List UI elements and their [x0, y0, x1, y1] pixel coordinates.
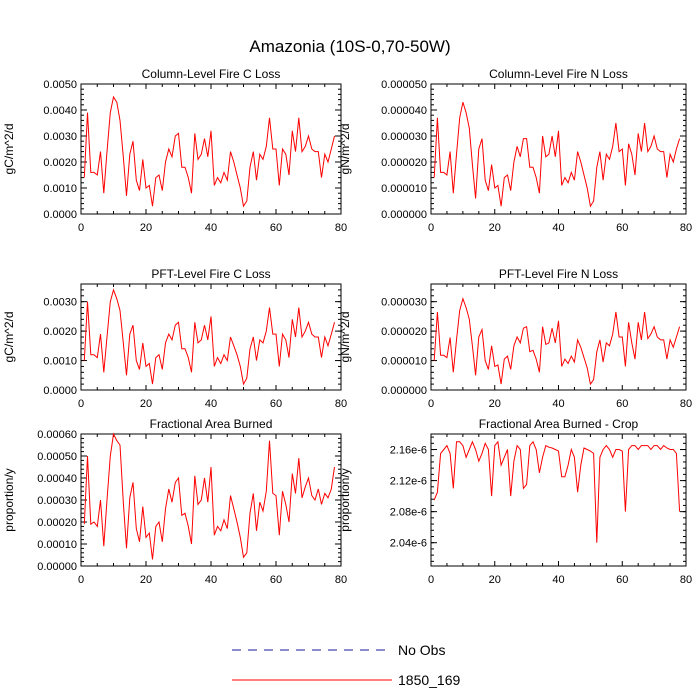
chart-panel-6: Fractional Area Burned - Crop proportion/…	[338, 417, 692, 586]
x-tick-label: 60	[270, 574, 282, 586]
x-tick-label: 60	[616, 574, 628, 586]
x-tick-label: 20	[140, 398, 152, 410]
y-tick-label: 0.00040	[37, 473, 77, 485]
y-tick-label: 0.0050	[43, 79, 77, 91]
x-tick-label: 60	[270, 222, 282, 234]
legend-label-no-obs: No Obs	[398, 642, 445, 658]
x-tick-label: 80	[335, 222, 347, 234]
y-tick-label: 2.12e-6	[390, 476, 427, 488]
x-tick-label: 20	[489, 222, 501, 234]
y-tick-label: 0.00010	[37, 539, 77, 551]
x-tick-label: 20	[489, 574, 501, 586]
x-tick-label: 40	[205, 222, 217, 234]
series-line	[83, 432, 335, 560]
x-tick-label: 80	[680, 222, 692, 234]
y-axis-label: gN/m^2/d	[338, 124, 352, 175]
panel-title: Fractional Area Burned - Crop	[479, 417, 639, 431]
chart-panel-5: Fractional Area Burned proportion/y 0 20 40 6…	[2, 417, 347, 586]
y-tick-label: 0.00030	[37, 495, 77, 507]
y-tick-label: 0.00060	[37, 429, 77, 441]
y-tick-label: 0.000020	[381, 157, 427, 169]
x-tick-label: 40	[205, 574, 217, 586]
y-axis-label: gC/m^2/d	[2, 312, 16, 363]
y-tick-label: 0.00020	[37, 517, 77, 529]
chart-panel-1: Column-Level Fire C Loss gC/m^2/d 0 20 40 60 8…	[2, 67, 347, 234]
panel-title: Column-Level Fire N Loss	[489, 67, 628, 81]
y-tick-label: 0.0030	[43, 131, 77, 143]
panel-title: Fractional Area Burned	[150, 417, 273, 431]
figure-title: Amazonia (10S-0,70-50W)	[249, 37, 450, 56]
x-tick-label: 80	[680, 574, 692, 586]
x-tick-label: 0	[78, 574, 84, 586]
y-tick-label: 0.00000	[37, 561, 77, 573]
legend: No Obs 1850_169	[232, 642, 461, 688]
y-axis-label: gC/m^2/d	[2, 124, 16, 175]
panel-title: PFT-Level Fire N Loss	[499, 267, 618, 281]
x-tick-label: 80	[335, 574, 347, 586]
series-line	[433, 440, 681, 543]
y-tick-label: 0.000040	[381, 105, 427, 117]
y-tick-label: 0.0000	[43, 209, 77, 221]
y-tick-label: 0.000030	[381, 131, 427, 143]
series-line	[83, 288, 335, 386]
series-line	[83, 95, 335, 208]
y-tick-label: 0.000030	[381, 297, 427, 309]
y-tick-label: 0.000000	[381, 385, 427, 397]
chart-panel-2: Column-Level Fire N Loss gN/m^2/d 0 20 40 60 8…	[338, 67, 692, 234]
y-tick-label: 0.0000	[43, 385, 77, 397]
y-tick-label: 2.04e-6	[390, 538, 427, 550]
panel-title: PFT-Level Fire C Loss	[151, 267, 270, 281]
x-tick-label: 20	[489, 398, 501, 410]
y-tick-label: 0.0030	[43, 297, 77, 309]
y-tick-label: 0.000010	[381, 183, 427, 195]
y-tick-label: 2.08e-6	[390, 507, 427, 519]
x-tick-label: 40	[552, 398, 564, 410]
y-tick-label: 0.0020	[43, 326, 77, 338]
panel-title: Column-Level Fire C Loss	[142, 67, 281, 81]
x-tick-label: 20	[140, 222, 152, 234]
series-line	[433, 297, 681, 386]
y-tick-label: 0.000020	[381, 326, 427, 338]
x-tick-label: 0	[78, 398, 84, 410]
y-axis-label: gN/m^2/d	[338, 312, 352, 363]
x-tick-label: 60	[616, 222, 628, 234]
chart-panel-4: PFT-Level Fire N Loss gN/m^2/d 0 20 40 60 80 0.…	[338, 267, 692, 410]
y-tick-label: 0.000010	[381, 356, 427, 368]
y-tick-label: 0.0010	[43, 356, 77, 368]
x-tick-label: 80	[680, 398, 692, 410]
y-tick-label: 0.000000	[381, 209, 427, 221]
x-tick-label: 0	[428, 398, 434, 410]
x-tick-label: 40	[552, 574, 564, 586]
y-tick-label: 0.0020	[43, 157, 77, 169]
y-tick-label: 0.0010	[43, 183, 77, 195]
y-tick-label: 0.0040	[43, 105, 77, 117]
legend-label-1850-169: 1850_169	[398, 672, 461, 688]
x-tick-label: 40	[552, 222, 564, 234]
x-tick-label: 80	[335, 398, 347, 410]
plot-frame	[80, 433, 342, 567]
panel-grid: Column-Level Fire C Loss gC/m^2/d 0 20 40 60 8…	[2, 67, 692, 586]
y-tick-label: 2.16e-6	[390, 445, 427, 457]
series-line	[433, 102, 681, 208]
x-tick-label: 20	[140, 574, 152, 586]
y-tick-label: 0.00050	[37, 451, 77, 463]
x-tick-label: 0	[78, 222, 84, 234]
x-tick-label: 40	[205, 398, 217, 410]
x-tick-label: 60	[616, 398, 628, 410]
y-tick-label: 0.000050	[381, 79, 427, 91]
x-tick-label: 0	[428, 222, 434, 234]
x-tick-label: 60	[270, 398, 282, 410]
chart-panel-3: PFT-Level Fire C Loss gC/m^2/d 0 20 40 60 80 0.…	[2, 267, 347, 410]
y-axis-label: proportion/y	[2, 468, 16, 531]
y-axis-label: proportion/y	[338, 468, 352, 531]
x-tick-label: 0	[428, 574, 434, 586]
